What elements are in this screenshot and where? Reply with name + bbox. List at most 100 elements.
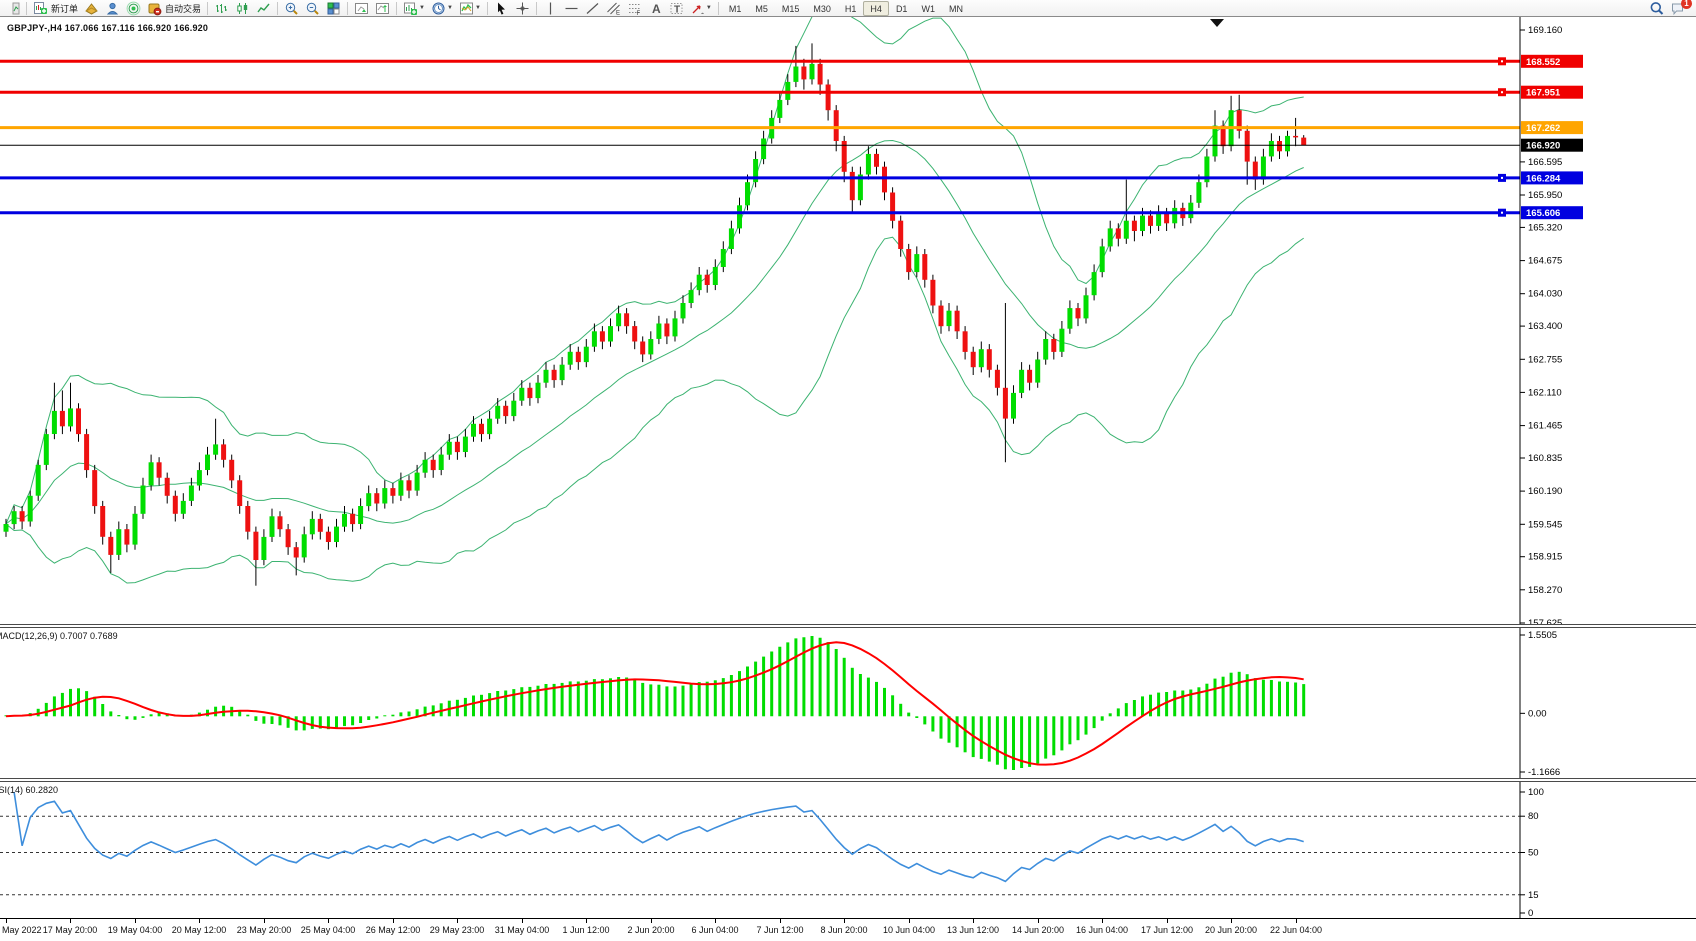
time-axis-tick: [6, 919, 7, 923]
fibonacci-tool-button[interactable]: F: [624, 1, 645, 16]
time-axis-tick: [586, 919, 587, 923]
toolbar-separator: [347, 1, 349, 15]
text-label-tool-button[interactable]: T: [666, 1, 687, 16]
svg-text:166.595: 166.595: [1528, 157, 1562, 168]
timeframe-button-m1[interactable]: M1: [728, 3, 742, 14]
timeframe-button-w1[interactable]: W1: [921, 3, 935, 14]
time-axis-label: May 2022: [2, 925, 42, 935]
crosshair-icon: [516, 2, 529, 14]
fibonacci-icon: F: [628, 3, 640, 16]
svg-text:160.190: 160.190: [1528, 486, 1562, 497]
auto-scroll-button[interactable]: [351, 1, 372, 16]
time-axis-tick: [264, 919, 265, 923]
candlestick-mode-button[interactable]: [232, 1, 253, 16]
rsi-chart-svg[interactable]: 100 80 50 15 0: [0, 782, 1696, 919]
time-axis-label: 20 May 12:00: [171, 925, 227, 935]
panel-divider[interactable]: [0, 778, 1696, 782]
svg-text:1.5505: 1.5505: [1528, 630, 1557, 641]
crosshair-tool-button[interactable]: [512, 1, 533, 16]
time-axis-label: 2 Jun 20:00: [627, 925, 675, 935]
time-axis-tick: [1296, 919, 1297, 923]
horizontal-level-lines[interactable]: [0, 57, 1520, 217]
time-axis-label: 1 Jun 12:00: [562, 925, 610, 935]
text-label-icon: T: [670, 2, 683, 15]
new-order-button-label: 新订单: [51, 3, 79, 14]
chart-shift-button[interactable]: [372, 1, 393, 16]
rsi-line: [13, 791, 1304, 883]
price-chart-svg[interactable]: 169.160 166.595 165.950 165.320 164.675 164.0…: [0, 4, 1696, 629]
dropdown-arrow-icon: ▼: [474, 5, 481, 11]
zoom-in-button[interactable]: [281, 1, 302, 16]
svg-text:165.950: 165.950: [1528, 190, 1562, 201]
periods-button[interactable]: ▼: [428, 1, 456, 16]
period-clock-icon: [432, 2, 445, 14]
autotrading-button[interactable]: 自动交易: [144, 1, 204, 16]
time-axis-tick: [457, 919, 458, 923]
new-chart-button[interactable]: ▼: [400, 1, 428, 16]
time-axis-label: 10 Jun 04:00: [882, 925, 936, 935]
search-button[interactable]: [1646, 1, 1667, 16]
chart-shift-marker-icon[interactable]: [1210, 19, 1224, 27]
svg-text:163.400: 163.400: [1528, 321, 1562, 332]
rsi-indicator-label: RSI(14) 60.2820: [0, 785, 59, 795]
profiles-button[interactable]: [81, 1, 102, 16]
time-axis-tick: [522, 919, 523, 923]
vline-icon: [549, 2, 551, 14]
channel-icon: E: [607, 2, 620, 16]
time-axis-label: 31 May 04:00: [494, 925, 550, 935]
chart-clipped-icon: [12, 2, 20, 14]
line-chart-mode-button[interactable]: [253, 1, 274, 16]
timeframe-button-m5[interactable]: M5: [755, 3, 768, 14]
arrows-tool-button[interactable]: ▼: [687, 1, 715, 16]
timeframe-button-h1[interactable]: H1: [844, 3, 857, 14]
tile-windows-button[interactable]: [323, 1, 344, 16]
bar-chart-icon: [216, 3, 228, 13]
time-axis-label: 22 Jun 04:00: [1269, 925, 1323, 935]
timeframe-button-m15[interactable]: M15: [781, 3, 800, 14]
market-watch-button[interactable]: [102, 1, 123, 16]
bollinger-bands: [5, 4, 1304, 584]
timeframe-button-h4[interactable]: H4: [863, 0, 889, 16]
timeframe-button-mn[interactable]: MN: [948, 3, 963, 14]
vertical-line-tool-button[interactable]: [540, 1, 561, 16]
new-order-button[interactable]: 新订单: [30, 1, 81, 16]
panel-divider[interactable]: [0, 624, 1696, 628]
main-chart-panel[interactable]: GBPJPY-,H4 167.066 167.116 166.920 166.9…: [0, 4, 1696, 629]
horizontal-line-tool-button[interactable]: [561, 1, 582, 16]
svg-text:165.320: 165.320: [1528, 222, 1562, 233]
trendline-tool-button[interactable]: [582, 1, 603, 16]
macd-indicator-panel[interactable]: MACD(12,26,9) 0.7007 0.7689 1.5505 0.00 -1…: [0, 628, 1696, 778]
bar-chart-mode-button[interactable]: [211, 1, 232, 16]
timeframe-button-m30[interactable]: M30: [813, 3, 831, 14]
signals-button[interactable]: [123, 1, 144, 16]
macd-chart-svg[interactable]: 1.5505 0.00 -1.1666: [0, 628, 1696, 778]
time-axis-tick: [909, 919, 910, 923]
zoom-out-button[interactable]: [302, 1, 323, 16]
time-axis-tick: [135, 919, 136, 923]
time-axis-tick: [844, 919, 845, 923]
rsi-indicator-panel[interactable]: RSI(14) 60.2820 100 80 50 15 0: [0, 782, 1696, 919]
time-axis-label: 23 May 20:00: [236, 925, 292, 935]
timeframe-button-d1[interactable]: D1: [895, 3, 908, 14]
notifications-button[interactable]: 1: [1667, 0, 1692, 16]
equidistant-channel-tool-button[interactable]: E: [603, 1, 624, 16]
toolbar-separator: [277, 1, 279, 15]
time-axis-label: 26 May 12:00: [365, 925, 421, 935]
toolbar: 新订单 自动交易 ▼ ▼ ▼ E F A T ▼ M1 M5 M15 M30 H1 H4 D1 W1 MN 1: [0, 0, 1696, 17]
svg-text:162.755: 162.755: [1528, 354, 1562, 365]
svg-text:164.030: 164.030: [1528, 289, 1562, 300]
svg-text:T: T: [674, 4, 680, 15]
trendline-icon: [586, 2, 599, 14]
indicators-button[interactable]: ▼: [456, 1, 484, 16]
time-axis-label: 14 Jun 20:00: [1011, 925, 1065, 935]
time-axis-tick: [1167, 919, 1168, 923]
svg-text:167.951: 167.951: [1526, 88, 1561, 99]
cursor-tool-button[interactable]: [491, 1, 512, 16]
candle-chart-icon: [237, 2, 248, 14]
time-axis[interactable]: May 2022 17 May 20:00 19 May 04:00 20 May 1…: [0, 918, 1696, 941]
clipped-toolbar-icon[interactable]: [2, 1, 23, 16]
macd-histogram: [4, 636, 1306, 770]
svg-text:158.270: 158.270: [1528, 585, 1562, 596]
svg-text:168.552: 168.552: [1526, 57, 1560, 68]
text-tool-button[interactable]: A: [645, 1, 666, 16]
